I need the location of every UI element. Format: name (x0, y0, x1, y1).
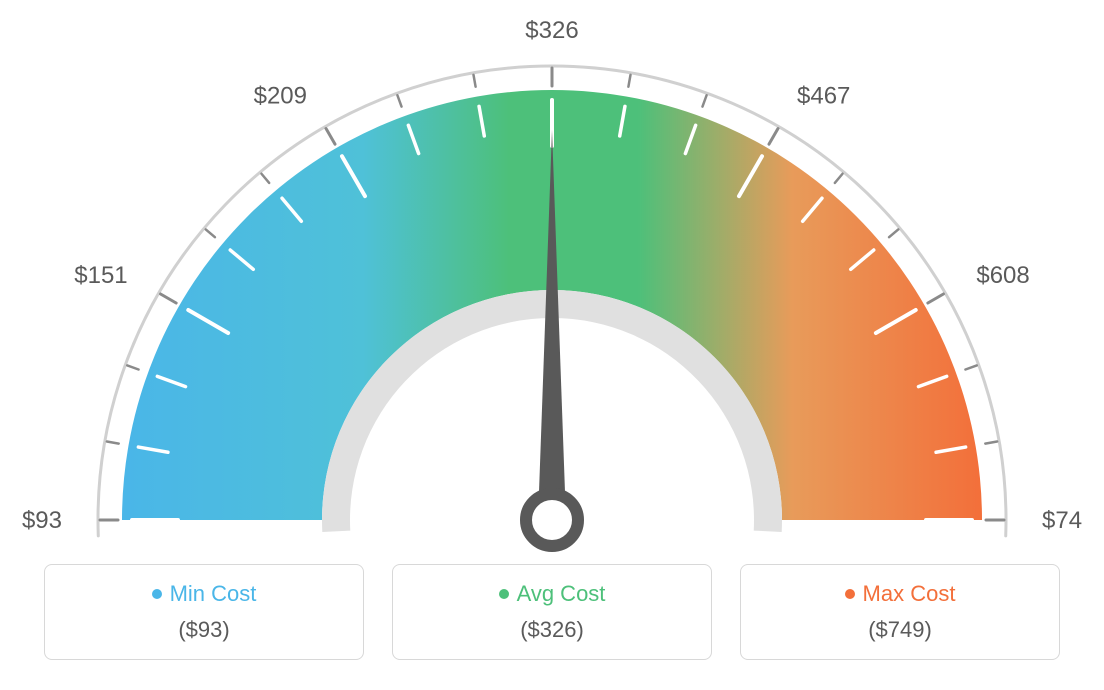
svg-text:$151: $151 (74, 262, 127, 289)
svg-text:$467: $467 (797, 83, 850, 110)
legend-min: Min Cost ($93) (44, 564, 364, 660)
svg-text:$326: $326 (525, 20, 578, 44)
svg-text:$749: $749 (1042, 507, 1082, 534)
max-label: Max Cost (863, 581, 956, 607)
avg-dot (499, 589, 509, 599)
avg-value: ($326) (403, 617, 701, 643)
min-value: ($93) (55, 617, 353, 643)
legend-row: Min Cost ($93) Avg Cost ($326) Max Cost … (0, 564, 1104, 660)
gauge-svg: $93 $151 $209 $326 $467 $608 $749 (22, 20, 1082, 560)
svg-text:$93: $93 (22, 507, 62, 534)
max-dot (845, 589, 855, 599)
svg-text:$608: $608 (976, 262, 1029, 289)
min-dot (152, 589, 162, 599)
min-label: Min Cost (170, 581, 257, 607)
svg-text:$209: $209 (254, 83, 307, 110)
legend-max: Max Cost ($749) (740, 564, 1060, 660)
cost-gauge: $93 $151 $209 $326 $467 $608 $749 (22, 20, 1082, 560)
avg-label: Avg Cost (517, 581, 606, 607)
max-value: ($749) (751, 617, 1049, 643)
legend-avg: Avg Cost ($326) (392, 564, 712, 660)
